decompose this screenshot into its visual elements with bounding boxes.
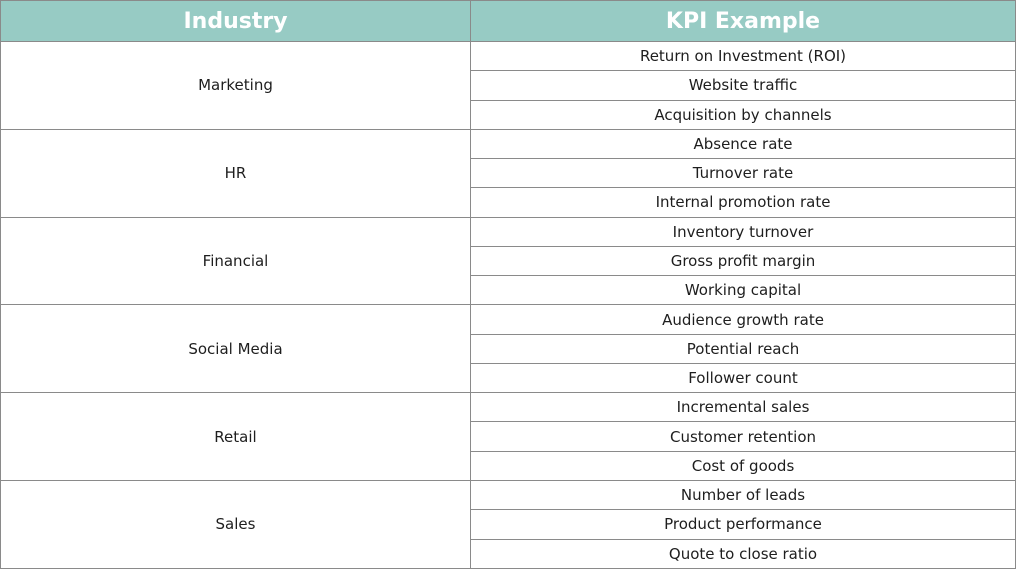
kpi-cell: Acquisition by channels xyxy=(470,99,1016,130)
table-row: Website traffic xyxy=(1,70,1016,101)
table-row: Cost of goods xyxy=(1,450,1016,481)
header-row: Industry KPI Example xyxy=(0,0,1016,42)
kpi-cell: Website traffic xyxy=(470,70,1016,101)
industry-cell: Financial xyxy=(0,216,471,306)
header-kpi-example: KPI Example xyxy=(470,0,1016,42)
industry-cell: HR xyxy=(0,128,471,218)
table-row: Marketing Return on Investment (ROI) xyxy=(0,40,1016,130)
table-row: Customer retention xyxy=(1,421,1016,452)
kpi-cell: Gross profit margin xyxy=(470,245,1016,277)
table-row: Working capital xyxy=(1,275,1016,306)
table-row: Product performance xyxy=(1,509,1016,540)
kpi-cell: Audience growth rate xyxy=(470,304,1016,335)
table-row: Social Media Audience growth rate xyxy=(0,304,1016,394)
kpi-cell: Incremental sales xyxy=(470,392,1016,423)
industry-cell: Marketing xyxy=(0,41,471,130)
table-row: Gross profit margin xyxy=(1,245,1016,277)
table-row: Potential reach xyxy=(1,333,1016,364)
kpi-cell: Internal promotion rate xyxy=(470,187,1016,218)
kpi-cell: Quote to close ratio xyxy=(470,538,1016,570)
table-row: Retail Incremental sales xyxy=(0,392,1016,481)
kpi-cell: Number of leads xyxy=(470,479,1016,511)
kpi-cell: Follower count xyxy=(470,362,1016,394)
kpi-cell: Working capital xyxy=(470,275,1016,306)
kpi-cell: Return on Investment (ROI) xyxy=(470,40,1016,72)
industry-cell: Social Media xyxy=(0,304,471,394)
table-row: Internal promotion rate xyxy=(1,187,1016,218)
kpi-cell: Potential reach xyxy=(470,333,1016,364)
table-row: Financial Inventory turnover xyxy=(0,216,1016,306)
kpi-cell: Absence rate xyxy=(470,128,1016,160)
header-industry: Industry xyxy=(0,0,471,42)
kpi-cell: Product performance xyxy=(470,509,1016,540)
kpi-cell: Cost of goods xyxy=(470,450,1016,481)
table-row: Sales Number of leads xyxy=(0,479,1016,570)
table-row: Follower count xyxy=(1,362,1016,394)
table-row: Acquisition by channels xyxy=(1,99,1016,130)
industry-cell: Retail xyxy=(0,392,471,481)
table-row: HR Absence rate xyxy=(0,128,1016,218)
kpi-cell: Customer retention xyxy=(470,421,1016,452)
kpi-cell: Turnover rate xyxy=(470,158,1016,189)
kpi-cell: Inventory turnover xyxy=(470,216,1016,247)
industry-cell: Sales xyxy=(0,479,471,570)
table-row: Quote to close ratio xyxy=(1,538,1016,570)
